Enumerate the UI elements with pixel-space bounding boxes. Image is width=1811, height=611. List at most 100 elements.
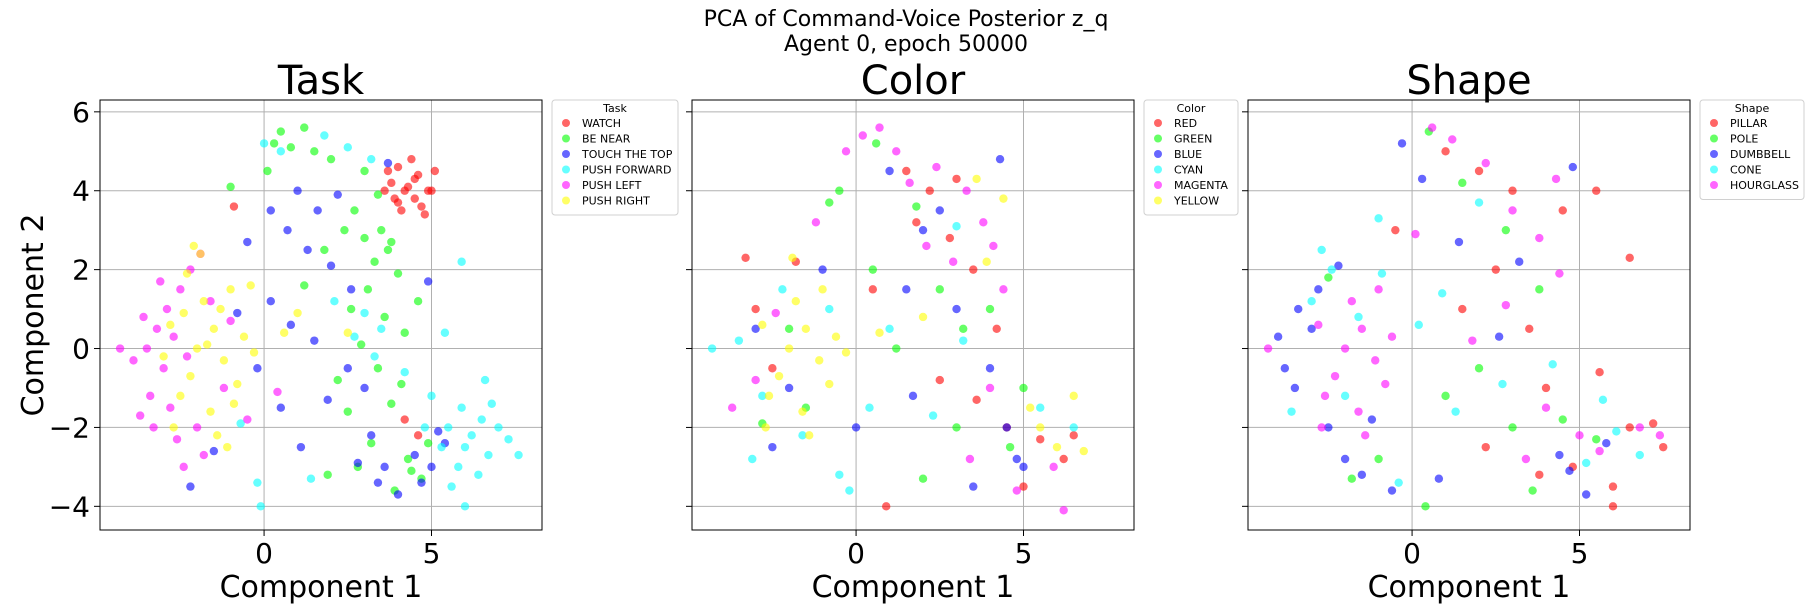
data-point [410,450,419,460]
data-point [1468,336,1477,345]
axes-frame [99,99,543,531]
data-point [192,344,202,353]
data-point [1069,423,1078,432]
data-point [1414,320,1423,330]
data-point [774,371,784,381]
data-point [1525,324,1534,334]
data-point [1558,415,1567,424]
data-point [179,462,188,472]
data-point [199,296,209,306]
data-point [360,233,369,243]
data-point [882,502,891,511]
data-point [420,423,430,432]
data-point [1314,285,1323,294]
data-point [1535,285,1544,294]
data-point [1294,304,1303,314]
data-point [403,182,413,191]
data-point [266,206,275,215]
data-point [444,423,453,432]
legend-box [1143,99,1239,216]
data-point [1592,186,1601,195]
legend-marker [562,119,570,127]
panel-title: Shape [1406,58,1531,104]
data-point [323,470,332,479]
data-point [192,423,202,432]
data-point [1317,245,1326,255]
data-point [196,249,205,259]
axes-frame [1247,99,1691,531]
data-point [1508,423,1517,432]
data-point [1314,320,1323,330]
data-point [868,285,878,294]
data-point [908,391,918,401]
data-point [296,442,306,452]
y-tick-label: 0 [72,333,90,366]
data-point [1648,419,1658,428]
data-point [343,328,352,337]
data-point [176,285,185,294]
data-point [892,147,901,156]
data-point [1036,423,1045,432]
data-point [320,245,329,255]
data-point [403,454,413,464]
data-point [962,186,971,195]
data-point [1019,462,1028,472]
scatter-panel-shape: 0 5 Shape Component 1 Shape PILLAR POLE DUMBBEL… [1242,58,1805,605]
data-point [430,166,440,176]
data-point [363,285,373,294]
data-point [952,222,961,231]
legend-marker [562,134,570,143]
data-point [1387,332,1397,341]
scatter-panel-color: 0 5 Color Component 1 Color RED GREEN BLUE CYAN M… [686,58,1239,605]
data-point [905,178,914,188]
data-point [1324,273,1333,282]
legend-entry: WATCH [582,117,621,130]
data-point [999,285,1008,294]
data-point [952,304,961,314]
data-point [1659,442,1668,452]
legend-marker [1154,196,1162,205]
axes-frame [691,99,1135,531]
legend-entry: BE NEAR [582,133,631,146]
data-point [380,186,389,195]
data-point [223,442,232,452]
data-point [835,186,844,195]
data-point [286,143,296,152]
data-point [346,304,356,314]
data-point [972,395,981,405]
data-point [142,344,152,353]
data-point [1625,423,1634,432]
y-tick-label: −4 [49,490,90,523]
data-point [460,442,470,452]
data-point [440,328,450,337]
data-point [1508,186,1517,195]
data-point [129,356,138,365]
data-point [1360,431,1370,440]
data-point [1565,466,1574,476]
legend: Task WATCH BE NEAR TOUCH THE TOP PUSH FORWAR… [551,99,679,216]
data-point [925,186,934,195]
data-point [1374,454,1383,464]
data-point [283,225,292,235]
data-point [326,261,336,270]
data-point [1581,458,1591,468]
data-point [985,304,995,314]
data-point [982,257,991,266]
data-point [1052,442,1062,452]
data-point [249,348,259,357]
data-point [768,364,777,373]
data-point [383,166,393,176]
data-point [233,308,242,318]
data-point [959,336,968,345]
data-point [393,162,403,172]
data-point [831,332,841,341]
data-point [932,162,941,172]
data-point [1374,214,1383,223]
data-point [1357,470,1367,479]
data-point [1421,502,1430,511]
data-point [1012,454,1022,464]
data-point [417,478,426,487]
data-point [219,383,229,393]
panel-title: Color [861,58,966,104]
data-point [216,304,225,314]
